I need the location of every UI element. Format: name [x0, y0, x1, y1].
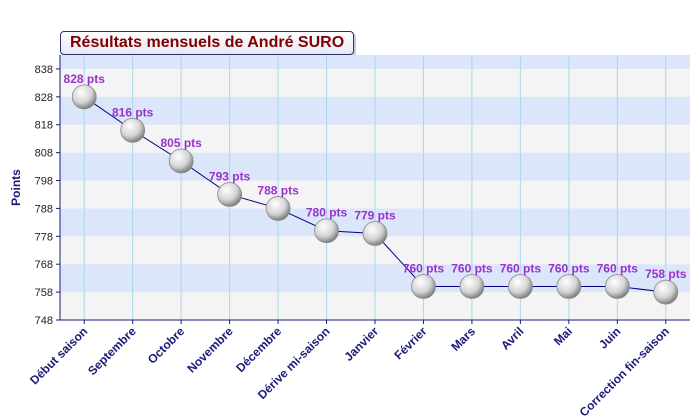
x-tick-label: Juin	[596, 324, 623, 351]
y-tick-label: 798	[35, 176, 53, 188]
data-point	[604, 274, 630, 299]
y-tick-label: 838	[35, 64, 53, 76]
data-label: 760 pts	[451, 262, 493, 276]
data-point	[507, 274, 533, 299]
x-tick-label: Septembre	[85, 324, 139, 378]
y-tick-label: 758	[35, 287, 53, 299]
data-label: 793 pts	[209, 169, 251, 183]
data-label: 760 pts	[597, 262, 639, 276]
data-label: 828 pts	[64, 72, 106, 86]
data-label: 760 pts	[403, 262, 445, 276]
x-tick-label: Début saison	[27, 324, 90, 387]
data-point	[168, 148, 194, 174]
x-tick-label: Novembre	[184, 324, 236, 376]
data-label: 760 pts	[500, 262, 542, 276]
y-axis-label: Points	[9, 169, 23, 206]
data-label: 816 pts	[112, 105, 154, 119]
data-label: 779 pts	[354, 209, 396, 223]
x-tick-label: Avril	[498, 324, 526, 352]
x-tick-label: Février	[391, 324, 429, 362]
data-point	[362, 221, 388, 246]
data-label: 758 pts	[645, 267, 687, 281]
data-point	[459, 274, 485, 299]
data-point	[217, 182, 243, 207]
y-tick-label: 808	[35, 148, 53, 160]
data-label: 805 pts	[160, 136, 202, 150]
y-tick-label: 788	[35, 203, 53, 215]
data-point	[411, 274, 436, 299]
data-point	[120, 117, 146, 143]
data-point	[71, 84, 97, 110]
chart-title: Résultats mensuels de André SURO	[60, 31, 355, 55]
data-point	[556, 274, 582, 299]
y-tick-label: 768	[35, 259, 53, 271]
data-point	[653, 279, 679, 305]
x-tick-label: Correction fin-saison	[577, 324, 672, 419]
y-tick-label: 828	[35, 92, 53, 104]
x-tick-label: Décembre	[233, 324, 284, 375]
y-tick-label: 748	[35, 315, 53, 327]
y-tick-label: 778	[35, 231, 53, 243]
data-label: 760 pts	[548, 262, 590, 276]
data-label: 780 pts	[306, 206, 348, 220]
x-tick-label: Mars	[448, 324, 478, 354]
data-label: 788 pts	[257, 183, 299, 197]
data-point	[314, 218, 339, 244]
data-point	[265, 196, 291, 221]
y-tick-label: 818	[35, 120, 53, 132]
x-tick-label: Janvier	[342, 324, 382, 364]
x-tick-label: Octobre	[145, 324, 188, 367]
x-tick-label: Mai	[551, 324, 575, 348]
